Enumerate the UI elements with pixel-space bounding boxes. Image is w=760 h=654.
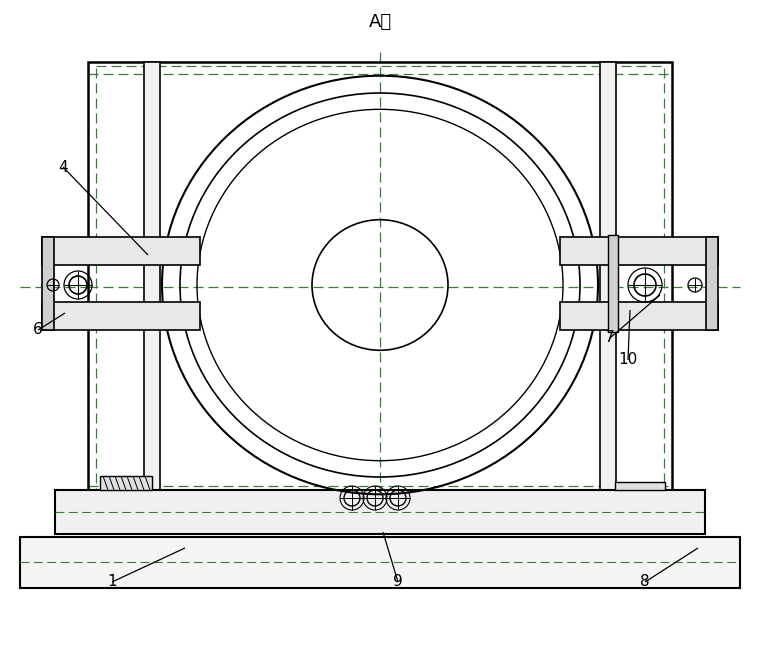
Bar	[55, 490, 705, 534]
Bar	[560, 237, 718, 265]
Text: 4: 4	[59, 160, 68, 175]
Text: A向: A向	[369, 13, 391, 31]
Bar	[560, 302, 718, 330]
Bar	[608, 235, 618, 332]
Bar	[20, 537, 740, 588]
Text: 9: 9	[393, 574, 403, 589]
Bar	[615, 482, 665, 490]
Text: 1: 1	[107, 574, 117, 589]
Bar	[42, 237, 54, 330]
Text: 8: 8	[640, 574, 650, 589]
Bar	[100, 476, 152, 490]
Text: 7: 7	[605, 330, 615, 345]
Bar	[42, 302, 200, 330]
Bar	[144, 62, 160, 498]
Bar	[600, 62, 616, 498]
Bar	[88, 62, 672, 498]
Bar	[706, 237, 718, 330]
Bar	[96, 66, 664, 494]
Text: 10: 10	[619, 353, 638, 368]
Bar	[42, 237, 200, 265]
Text: 6: 6	[33, 322, 43, 337]
